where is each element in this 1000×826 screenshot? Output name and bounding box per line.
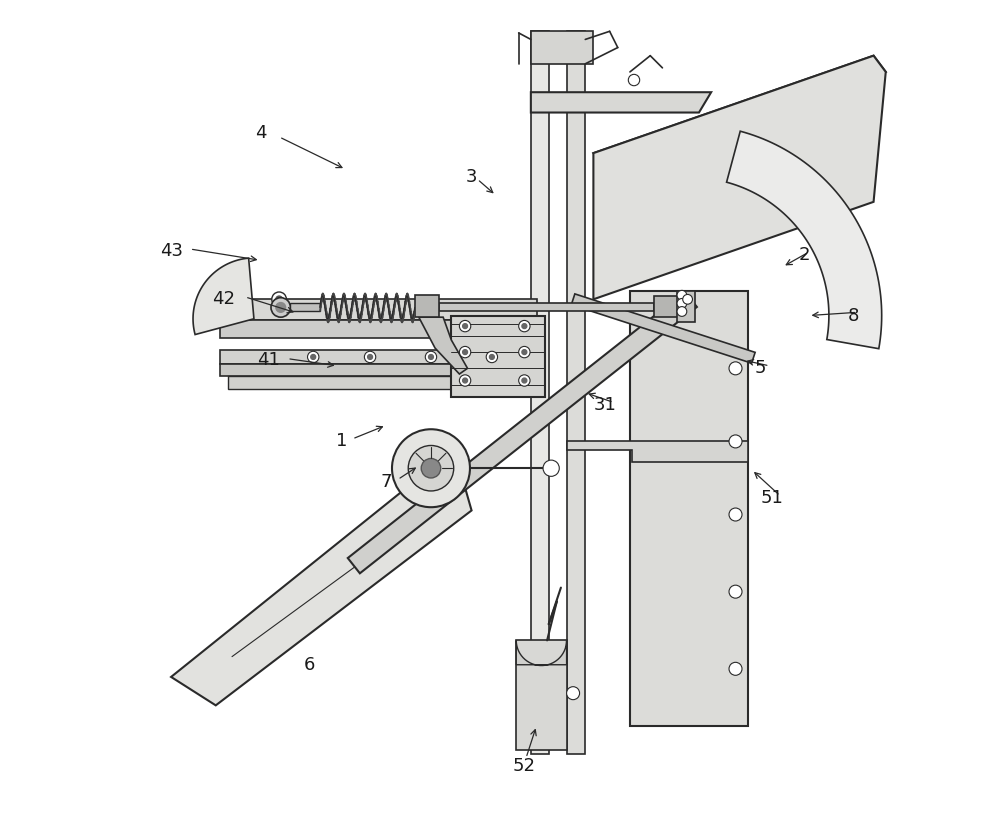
Polygon shape <box>654 296 679 317</box>
Circle shape <box>425 351 437 363</box>
Circle shape <box>628 74 640 86</box>
Circle shape <box>519 320 530 332</box>
Text: 2: 2 <box>799 245 810 263</box>
Polygon shape <box>228 377 528 389</box>
Circle shape <box>486 351 498 363</box>
Polygon shape <box>531 31 549 754</box>
Polygon shape <box>290 302 320 311</box>
Polygon shape <box>531 93 711 112</box>
Circle shape <box>459 320 471 332</box>
Polygon shape <box>727 131 882 349</box>
Text: 4: 4 <box>255 124 266 142</box>
Circle shape <box>729 662 742 676</box>
Text: 5: 5 <box>754 359 766 377</box>
Circle shape <box>522 349 527 354</box>
Circle shape <box>272 292 286 306</box>
Circle shape <box>308 351 319 363</box>
Polygon shape <box>451 316 545 396</box>
Circle shape <box>364 351 376 363</box>
Circle shape <box>683 294 692 304</box>
Circle shape <box>368 354 372 359</box>
Circle shape <box>522 324 527 329</box>
Circle shape <box>276 302 286 312</box>
Text: 41: 41 <box>257 351 280 369</box>
Circle shape <box>421 458 441 478</box>
Polygon shape <box>220 320 537 339</box>
Polygon shape <box>677 292 695 322</box>
Circle shape <box>677 306 687 316</box>
Circle shape <box>729 362 742 375</box>
Text: 8: 8 <box>848 306 859 325</box>
Circle shape <box>543 460 559 477</box>
Text: 7: 7 <box>381 473 392 491</box>
Polygon shape <box>516 640 567 750</box>
Polygon shape <box>567 31 585 754</box>
Polygon shape <box>171 468 472 705</box>
Polygon shape <box>348 292 697 573</box>
Circle shape <box>522 378 527 383</box>
Polygon shape <box>567 441 748 462</box>
Circle shape <box>567 686 580 700</box>
Polygon shape <box>571 294 755 363</box>
Circle shape <box>519 375 530 387</box>
Circle shape <box>408 445 454 491</box>
Polygon shape <box>593 55 886 169</box>
Text: 31: 31 <box>594 396 617 414</box>
Text: 6: 6 <box>303 656 315 674</box>
Polygon shape <box>220 364 537 377</box>
Circle shape <box>677 291 687 300</box>
Polygon shape <box>193 258 254 335</box>
Polygon shape <box>630 292 748 726</box>
Circle shape <box>463 324 468 329</box>
Circle shape <box>729 435 742 448</box>
Circle shape <box>311 354 316 359</box>
Polygon shape <box>439 302 654 311</box>
Circle shape <box>489 354 494 359</box>
Text: 42: 42 <box>212 290 235 308</box>
Polygon shape <box>531 31 593 64</box>
Circle shape <box>463 349 468 354</box>
Circle shape <box>429 354 433 359</box>
Text: 3: 3 <box>466 169 477 187</box>
Circle shape <box>459 375 471 387</box>
Text: 43: 43 <box>160 241 183 259</box>
Circle shape <box>392 430 470 507</box>
Circle shape <box>519 346 530 358</box>
Polygon shape <box>220 349 537 364</box>
Polygon shape <box>419 317 468 374</box>
Circle shape <box>459 346 471 358</box>
Circle shape <box>276 296 282 302</box>
Circle shape <box>677 298 687 308</box>
Polygon shape <box>516 640 567 666</box>
Circle shape <box>271 297 290 317</box>
Circle shape <box>729 508 742 521</box>
Text: 1: 1 <box>336 433 347 450</box>
Polygon shape <box>415 295 439 317</box>
Text: 51: 51 <box>761 489 783 507</box>
Circle shape <box>729 585 742 598</box>
Circle shape <box>463 378 468 383</box>
Text: 52: 52 <box>513 757 536 776</box>
Polygon shape <box>593 55 886 299</box>
Polygon shape <box>220 299 537 320</box>
